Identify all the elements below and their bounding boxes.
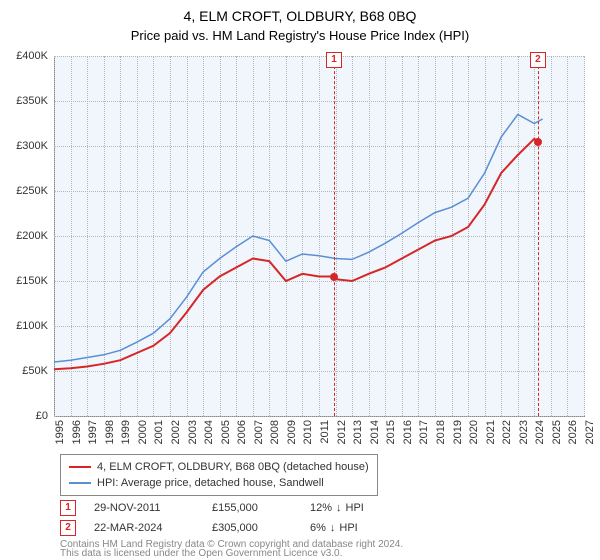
event-delta-percent: 12% — [310, 502, 332, 514]
x-axis-tick-label: 2001 — [153, 420, 165, 444]
event-hpi-label: HPI — [339, 522, 357, 534]
x-axis-tick-label: 2021 — [485, 420, 497, 444]
y-axis-tick-label: £300K — [16, 140, 48, 152]
event-badge: 2 — [60, 520, 76, 536]
x-axis-tick-label: 2000 — [137, 420, 149, 444]
event-row: 1 29-NOV-2011 £155,000 12% ↓ HPI — [60, 498, 540, 518]
x-axis-tick-label: 2023 — [518, 420, 530, 444]
event-point-marker — [330, 273, 338, 281]
x-axis-tick-label: 1997 — [87, 420, 99, 444]
event-hpi-label: HPI — [346, 502, 364, 514]
event-row: 2 22-MAR-2024 £305,000 6% ↓HPI — [60, 518, 540, 538]
chart-subtitle: Price paid vs. HM Land Registry's House … — [0, 24, 600, 49]
x-axis-tick-label: 2016 — [402, 420, 414, 444]
y-axis-tick-label: £200K — [16, 230, 48, 242]
event-point-marker — [534, 138, 542, 146]
legend-item: 4, ELM CROFT, OLDBURY, B68 0BQ (detached… — [69, 459, 369, 475]
arrow-down-icon: ↓ — [336, 502, 342, 514]
series-line — [54, 115, 543, 363]
x-axis-tick-label: 2003 — [187, 420, 199, 444]
event-marker: 1 — [326, 52, 342, 68]
y-axis-tick-label: £100K — [16, 320, 48, 332]
x-axis-tick-label: 1995 — [54, 420, 66, 444]
footer-attribution: Contains HM Land Registry data © Crown c… — [60, 540, 403, 558]
events-table: 129-NOV-2011£155,00012%↓HPI222-MAR-2024£… — [60, 498, 540, 538]
y-axis-tick-label: £350K — [16, 95, 48, 107]
x-axis-tick-label: 2026 — [567, 420, 579, 444]
x-axis-tick-label: 2013 — [352, 420, 364, 444]
x-axis-tick-label: 2027 — [584, 420, 596, 444]
arrow-down-icon: ↓ — [330, 522, 336, 534]
x-axis-tick-label: 2024 — [534, 420, 546, 444]
x-axis-tick-label: 2017 — [418, 420, 430, 444]
x-axis-tick-label: 2005 — [220, 420, 232, 444]
event-reference-line — [538, 56, 539, 416]
x-axis-tick-label: 2025 — [551, 420, 563, 444]
x-axis-tick-label: 2011 — [319, 420, 331, 444]
grid-line-horizontal — [54, 416, 584, 417]
legend-label: 4, ELM CROFT, OLDBURY, B68 0BQ (detached… — [97, 459, 369, 475]
y-axis-tick-label: £50K — [22, 365, 48, 377]
legend-swatch — [69, 466, 91, 468]
event-date: 29-NOV-2011 — [94, 502, 194, 514]
event-delta-percent: 6% — [310, 522, 326, 534]
x-axis-tick-label: 1996 — [71, 420, 83, 444]
event-delta: 12% ↓ HPI — [310, 502, 364, 514]
plot-area: 12 £0£50K£100K£150K£200K£250K£300K£350K£… — [54, 56, 584, 416]
x-axis-tick-label: 1999 — [120, 420, 132, 444]
legend: 4, ELM CROFT, OLDBURY, B68 0BQ (detached… — [60, 454, 378, 496]
line-series-layer — [54, 56, 584, 416]
legend-label: HPI: Average price, detached house, Sand… — [97, 475, 324, 491]
x-axis-tick-label: 2002 — [170, 420, 182, 444]
x-axis-tick-label: 2019 — [452, 420, 464, 444]
x-axis-tick-label: 2008 — [269, 420, 281, 444]
y-axis-tick-label: £400K — [16, 50, 48, 62]
event-badge: 1 — [60, 500, 76, 516]
x-axis-tick-label: 2014 — [369, 420, 381, 444]
x-axis-tick-label: 2020 — [468, 420, 480, 444]
legend-swatch — [69, 482, 91, 484]
event-date: 22-MAR-2024 — [94, 522, 194, 534]
x-axis-tick-label: 2010 — [302, 420, 314, 444]
footer-line2: This data is licensed under the Open Gov… — [60, 549, 403, 558]
x-axis-tick-label: 2004 — [203, 420, 215, 444]
x-axis-tick-label: 2007 — [253, 420, 265, 444]
x-axis-tick-label: 2015 — [385, 420, 397, 444]
x-axis-tick-label: 1998 — [104, 420, 116, 444]
y-axis-tick-label: £250K — [16, 185, 48, 197]
y-axis-tick-label: £0 — [36, 410, 48, 422]
x-axis-tick-label: 2022 — [501, 420, 513, 444]
event-reference-line — [334, 56, 335, 416]
x-axis-tick-label: 2006 — [236, 420, 248, 444]
series-line — [54, 139, 538, 369]
event-price: £305,000 — [212, 522, 292, 534]
chart-container: 4, ELM CROFT, OLDBURY, B68 0BQ Price pai… — [0, 0, 600, 560]
x-axis-tick-label: 2012 — [336, 420, 348, 444]
grid-line-vertical — [584, 56, 585, 416]
y-axis-tick-label: £150K — [16, 275, 48, 287]
x-axis-tick-label: 2018 — [435, 420, 447, 444]
event-delta: 6% ↓HPI — [310, 522, 358, 534]
event-marker: 2 — [530, 52, 546, 68]
chart-title: 4, ELM CROFT, OLDBURY, B68 0BQ — [0, 0, 600, 24]
event-price: £155,000 — [212, 502, 292, 514]
x-axis-tick-label: 2009 — [286, 420, 298, 444]
legend-item: HPI: Average price, detached house, Sand… — [69, 475, 369, 491]
